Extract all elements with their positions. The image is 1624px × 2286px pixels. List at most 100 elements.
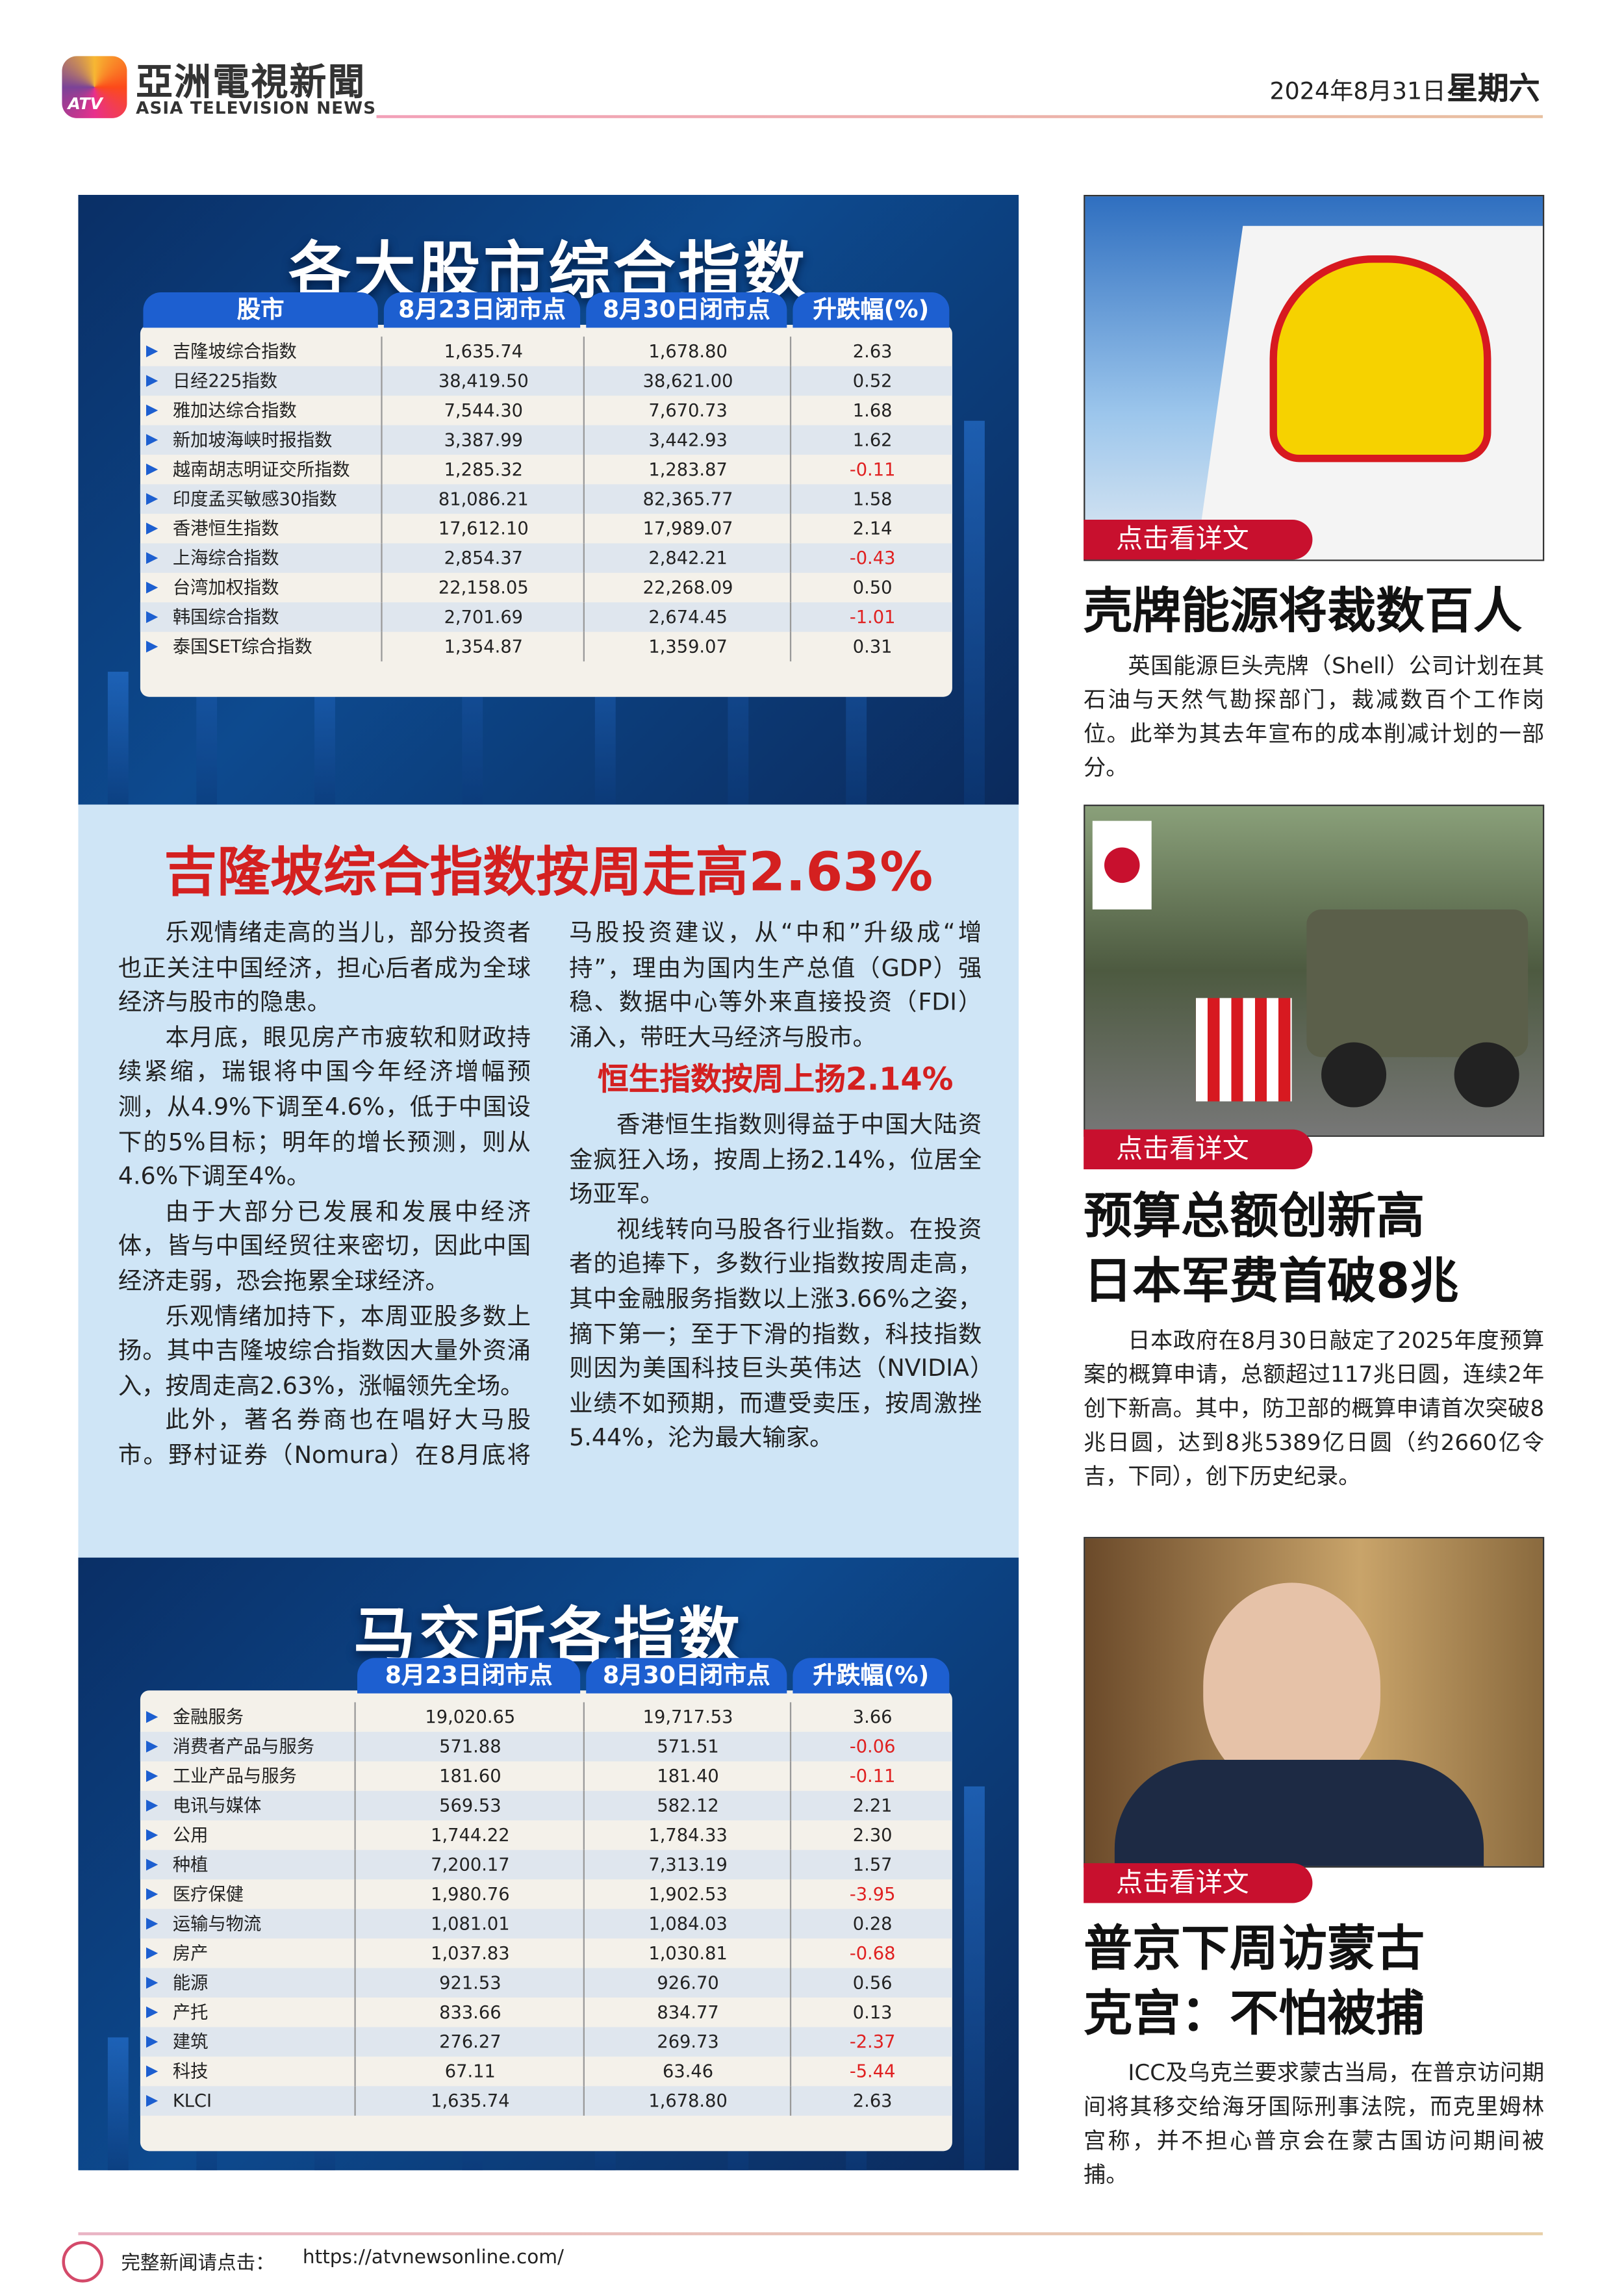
row-label: 台湾加权指数 [172,577,279,598]
table: 8月23日闭市点 8月30日闭市点 升跌幅(%) 金融服务 19,020.65 19,71… [140,1658,954,2152]
paragraph: 乐观情绪加持下，本周亚股多数上扬。其中吉隆坡综合指数因大量外资涌入，按周走高2.… [118,1301,531,1399]
cell-value: 1,354.87 [381,631,585,662]
footer-url[interactable]: https://atvnewsonline.com/ [302,2247,565,2270]
read-more-button[interactable]: 点击看详文 [1084,1129,1313,1169]
row-label: 电讯与媒体 [172,1795,262,1816]
column-header: 8月30日闭市点 [586,292,787,328]
story-title: 壳牌能源将裁数百人 [1084,581,1523,640]
cell-value: 834.77 [583,1997,791,2027]
row-label: 工业产品与服务 [172,1766,297,1786]
row-label: 房产 [172,1942,209,1964]
vehicle [1306,909,1529,1058]
cell-value: 3,442.93 [583,425,791,455]
row-marker [146,2094,159,2107]
cell-value: 0.56 [789,1968,954,1998]
cell-value: 2,701.69 [381,602,585,632]
cell-value: 1,902.53 [583,1879,791,1909]
cell-value: 181.60 [354,1761,585,1791]
cell-value: -0.11 [789,454,954,485]
logo: ATV [62,56,127,118]
putin-photo [1084,1536,1545,1868]
column-header: 升跌幅(%) [793,292,950,328]
subheading: 恒生指数按周上扬2.14% [598,1061,954,1098]
row-marker [146,375,159,387]
bunting [1195,998,1292,1102]
cell-value: 1,037.83 [354,1938,585,1968]
table-row: 日经225指数 38,419.50 38,621.00 0.52 [140,366,952,396]
cell-value: 63.46 [583,2056,791,2087]
cell-value: 1,980.76 [354,1879,585,1909]
arrow-deco [107,2037,129,2170]
row-marker [146,2036,159,2048]
cell-value: 1,678.80 [583,337,791,366]
row-marker [146,1799,159,1812]
cell-value: 1,635.74 [381,337,585,366]
cell-value: 1,283.87 [583,454,791,485]
cell-value: 2,842.21 [583,543,791,573]
row-marker [146,345,159,357]
flag [1092,820,1152,909]
row-label: 韩国综合指数 [172,607,279,628]
headline: 吉隆坡综合指数按周走高2.63% [164,843,933,904]
row-marker [146,552,159,565]
row-label: 金融服务 [172,1707,244,1728]
cell-value: 81,086.21 [381,484,585,514]
row-marker [146,1918,159,1930]
table-row: 吉隆坡综合指数 1,635.74 1,678.80 2.63 [140,337,952,366]
cell-value: 2.30 [789,1820,954,1850]
paragraph: 本月底，眼见房产市疲软和财政持续紧缩，瑞银将中国今年经济增幅预测，从4.9%下调… [118,1022,531,1191]
read-more-button[interactable]: 点击看详文 [1084,519,1313,560]
cell-value: 17,989.07 [583,513,791,544]
table-row: 电讯与媒体 569.53 582.12 2.21 [140,1790,952,1821]
row-marker [146,463,159,476]
story-title: 预算总额创新高 [1084,1187,1425,1245]
story-title: 普京下周访蒙古 [1084,1919,1425,1977]
cell-value: 0.52 [789,366,954,396]
arrow-deco [107,672,129,805]
table-row: 医疗保健 1,980.76 1,902.53 -3.95 [140,1879,952,1909]
row-label: 雅加达综合指数 [172,400,297,421]
face [1203,1582,1380,1790]
military-photo [1084,804,1545,1137]
cell-value: -0.11 [789,1761,954,1791]
cell-value: -5.44 [789,2056,954,2087]
table-row: 工业产品与服务 181.60 181.40 -0.11 [140,1761,954,1791]
cell-value: 3.66 [789,1702,954,1732]
cell-value: 7,313.19 [583,1849,791,1880]
cell-value: 19,020.65 [354,1702,585,1732]
suit [1114,1760,1484,1866]
paragraph: 视线转向马股各行业指数。在投资者的追捧下，多数行业指数按周走高，其中金融服务指数… [569,1214,982,1452]
column-header: 8月23日闭市点 [383,292,581,328]
paragraph: 此外，著名券商也在唱好大马股市。野村证券（Nomura）在8月底将马股投资建议，… [118,918,982,1469]
cell-value: 0.13 [789,1997,954,2027]
table-row: 金融服务 19,020.65 19,717.53 3.66 [140,1702,954,1732]
row-marker [146,1888,159,1900]
paragraph: 乐观情绪走高的当儿，部分投资者也正关注中国经济，担心后者成为全球经济与股市的隐患… [118,918,531,1017]
read-more-button[interactable]: 点击看详文 [1084,1863,1313,1903]
table-row: 香港恒生指数 17,612.10 17,989.07 2.14 [140,513,952,544]
row-label: 建筑 [172,2031,209,2053]
cell-value: 67.11 [354,2056,585,2087]
row-marker [146,1770,159,1783]
shell-logo [1269,255,1491,463]
row-label: 日经225指数 [172,370,278,392]
footer-label: 完整新闻请点击： [121,2253,275,2276]
cell-value: -0.43 [789,543,954,573]
row-marker [146,1947,159,1959]
story-title: 克宫：不怕被捕 [1084,1984,1425,2042]
cell-value: 1,678.80 [583,2086,791,2116]
cell-value: 82,365.77 [583,484,791,514]
cell-value: 0.50 [789,572,954,603]
cell-value: 2,674.45 [583,602,791,632]
row-marker [146,434,159,446]
row-label: KLCI [172,2090,212,2111]
row-marker [146,2065,159,2077]
logo-text: ATV [68,94,103,114]
cell-value: 1,359.07 [583,631,791,662]
table-row: 台湾加权指数 22,158.05 22,268.09 0.50 [140,572,954,603]
column-header: 股市 [143,292,378,328]
table-row: 雅加达综合指数 7,544.30 7,670.73 1.68 [140,396,952,425]
cell-value: 833.66 [354,1997,585,2027]
table-row: 上海综合指数 2,854.37 2,842.21 -0.43 [140,543,954,573]
